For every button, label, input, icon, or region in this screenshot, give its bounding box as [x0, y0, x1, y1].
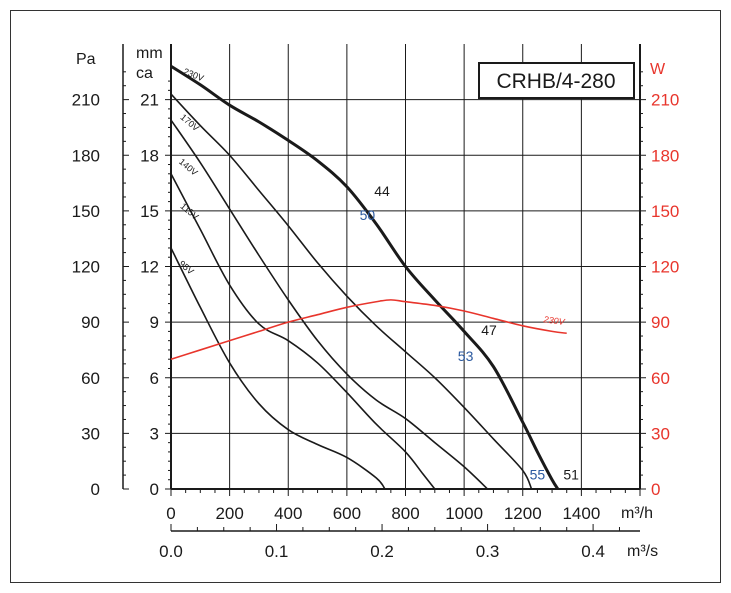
w-axis-unit: W	[650, 61, 666, 78]
pa-tick-label: 210	[72, 91, 100, 110]
x-tick-label: 1400	[562, 504, 600, 523]
x-tick-label: 1000	[445, 504, 483, 523]
w-tick-label: 30	[651, 424, 670, 443]
pressure-curve-170v-label: 170V	[179, 112, 202, 133]
x-tick-label: 1200	[504, 504, 542, 523]
mm-tick-label: 21	[140, 91, 159, 110]
m3h-axis-unit: m³/h	[621, 505, 653, 522]
pressure-curve-230v	[170, 64, 560, 490]
x-tick-label: 200	[215, 504, 243, 523]
annotations: 44 50 47 53 55 51	[360, 183, 580, 483]
x-tick-label: 600	[333, 504, 361, 523]
pressure-curve-140v-label: 140V	[177, 157, 200, 178]
x-tick-label: 0	[166, 504, 175, 523]
pressure-curve-95v	[170, 247, 386, 490]
x2-tick-label: 0.4	[581, 542, 605, 561]
pa-tick-label: 180	[72, 146, 100, 165]
mm-tick-label: 15	[140, 202, 159, 221]
mm-tick-label: 0	[150, 480, 159, 499]
pressure-curve-170v	[170, 93, 533, 490]
chart-title: CRHB/4-280	[496, 70, 615, 93]
m3s-axis-unit: m³/s	[627, 543, 658, 560]
power-curve-230v-label: 230V	[542, 314, 566, 327]
annotation-55: 55	[530, 467, 546, 483]
w-tick-label: 120	[651, 258, 679, 277]
x-tick-label: 800	[391, 504, 419, 523]
annotation-53: 53	[458, 348, 474, 364]
mm-tick-label: 18	[140, 146, 159, 165]
pa-tick-label: 120	[72, 258, 100, 277]
mm-axis-unit-bottom: ca	[136, 65, 153, 82]
w-tick-label: 180	[651, 146, 679, 165]
pa-tick-label: 150	[72, 202, 100, 221]
mm-tick-label: 9	[150, 313, 159, 332]
power-curve-230v	[170, 299, 567, 360]
pa-tick-label: 30	[81, 424, 100, 443]
mm-tick-label: 12	[140, 258, 159, 277]
annotation-50: 50	[360, 207, 376, 223]
x2-tick-label: 0.1	[265, 542, 289, 561]
pressure-curve-115v-label: 115V	[179, 201, 201, 222]
axes	[122, 44, 646, 532]
chart-frame	[10, 10, 721, 583]
x-tick-label: 400	[274, 504, 302, 523]
pa-tick-label: 90	[81, 313, 100, 332]
pressure-curve-140v	[170, 119, 489, 490]
series-lines	[170, 64, 567, 490]
chart-title-box: CRHB/4-280	[478, 62, 635, 99]
pressure-curve-115v	[170, 173, 436, 490]
annotation-47: 47	[481, 322, 497, 338]
x2-tick-label: 0.3	[476, 542, 500, 561]
pa-tick-label: 0	[91, 480, 100, 499]
pa-tick-label: 60	[81, 369, 100, 388]
w-tick-label: 60	[651, 369, 670, 388]
w-tick-label: 0	[651, 480, 660, 499]
pa-axis-unit: Pa	[76, 51, 96, 68]
pressure-curve-95v-label: 95V	[177, 259, 196, 277]
w-tick-label: 210	[651, 91, 679, 110]
w-tick-label: 150	[651, 202, 679, 221]
w-tick-label: 90	[651, 313, 670, 332]
x2-tick-label: 0.2	[370, 542, 394, 561]
mm-tick-label: 3	[150, 424, 159, 443]
annotation-51: 51	[563, 467, 579, 483]
mm-tick-label: 6	[150, 369, 159, 388]
mm-axis-unit-top: mm	[136, 45, 163, 62]
annotation-44: 44	[374, 183, 390, 199]
x2-tick-label: 0.0	[159, 542, 183, 561]
